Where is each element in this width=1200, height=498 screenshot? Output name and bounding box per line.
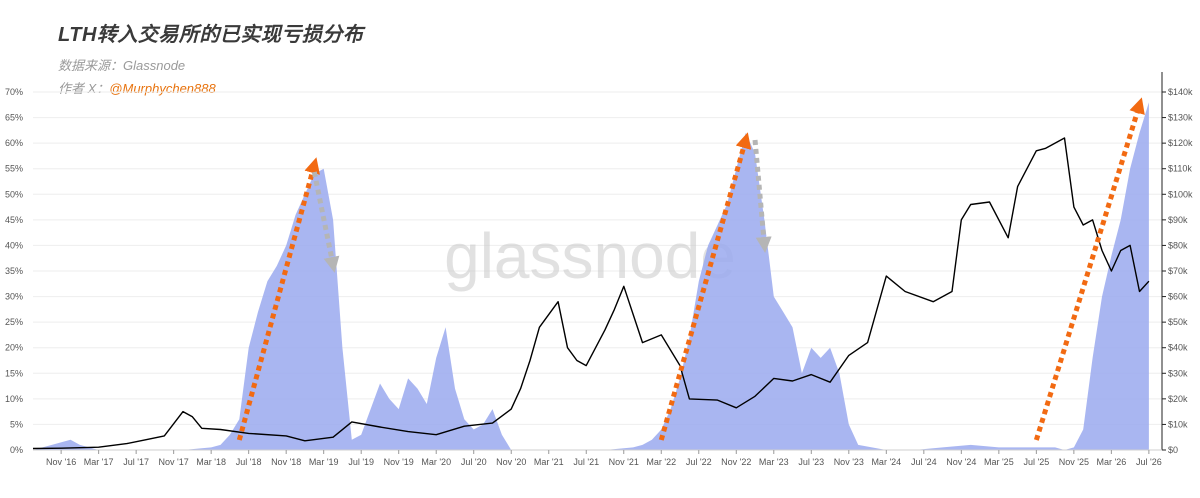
y-left-tick-label: 70%	[5, 87, 23, 97]
area-series	[33, 102, 1149, 450]
y-right-tick-label: $60k	[1168, 292, 1188, 302]
y-left-tick-label: 50%	[5, 189, 23, 199]
x-tick-label: Mar '17	[84, 457, 114, 467]
watermark-text: glassnode	[444, 220, 736, 292]
x-tick-label: Nov '16	[46, 457, 76, 467]
y-left-tick-label: 25%	[5, 317, 23, 327]
price-line-path	[32, 137, 1150, 450]
x-tick-label: Jul '24	[911, 457, 937, 467]
x-tick-label: Mar '21	[534, 457, 564, 467]
y-right-tick-label: $110k	[1168, 164, 1192, 174]
x-tick-label: Nov '19	[384, 457, 414, 467]
y-right-tick-label: $80k	[1168, 240, 1188, 250]
x-tick-label: Nov '21	[609, 457, 639, 467]
up-arrow-annotation	[1033, 97, 1145, 441]
y-left-tick-label: 35%	[5, 266, 23, 276]
y-right-tick-label: $0	[1168, 445, 1178, 455]
y-right-tick-label: $10k	[1168, 419, 1188, 429]
y-left-tick-label: 20%	[5, 343, 23, 353]
y-left-tick-label: 45%	[5, 215, 23, 225]
y-right-tick-label: $50k	[1168, 317, 1188, 327]
x-tick-label: Jul '20	[461, 457, 487, 467]
y-left-tick-label: 65%	[5, 113, 23, 123]
x-tick-label: Jul '21	[573, 457, 599, 467]
x-tick-label: Jul '17	[123, 457, 149, 467]
y-right-tick-label: $140k	[1168, 87, 1193, 97]
price-series	[32, 137, 1150, 450]
y-left-tick-label: 15%	[5, 368, 23, 378]
y-right-tick-label: $20k	[1168, 394, 1188, 404]
x-tick-label: Jul '19	[348, 457, 374, 467]
y-right-tick-label: $70k	[1168, 266, 1188, 276]
x-tick-label: Mar '19	[309, 457, 339, 467]
x-tick-label: Jul '23	[798, 457, 824, 467]
y-left-tick-label: 0%	[10, 445, 23, 455]
loss-area-path	[33, 102, 1149, 450]
grid-lines	[33, 91, 1162, 451]
annotation-arrows	[236, 97, 1145, 441]
y-left-tick-label: 60%	[5, 138, 23, 148]
x-tick-label: Mar '24	[871, 457, 901, 467]
x-tick-label: Mar '26	[1096, 457, 1126, 467]
y-right-tick-label: $100k	[1168, 189, 1193, 199]
y-right-tick-label: $120k	[1168, 138, 1193, 148]
x-tick-label: Nov '18	[271, 457, 301, 467]
x-tick-label: Jul '18	[236, 457, 262, 467]
x-tick-label: Nov '17	[159, 457, 189, 467]
chart-title: LTH转入交易所的已实现亏损分布	[58, 24, 364, 46]
x-tick-label: Nov '20	[496, 457, 526, 467]
x-tick-label: Nov '25	[1059, 457, 1089, 467]
y-left-tick-label: 55%	[5, 164, 23, 174]
x-tick-label: Nov '23	[834, 457, 864, 467]
x-tick-label: Mar '23	[759, 457, 789, 467]
x-tick-label: Mar '25	[984, 457, 1014, 467]
y-left-tick-label: 30%	[5, 292, 23, 302]
y-left-tick-label: 5%	[10, 419, 23, 429]
x-tick-label: Mar '20	[421, 457, 451, 467]
axes: 0% 5% 10% 15% 20% 25% 30% 35% 40% 45% 50% 55% 60% 65%…	[5, 72, 1193, 467]
x-tick-label: Jul '22	[686, 457, 712, 467]
up-arrow-annotation	[658, 132, 752, 441]
y-right-tick-label: $90k	[1168, 215, 1188, 225]
y-left-tick-label: 40%	[5, 240, 23, 250]
y-right-tick-label: $30k	[1168, 368, 1188, 378]
up-arrow-annotation	[236, 157, 320, 441]
y-right-tick-label: $40k	[1168, 343, 1188, 353]
x-tick-label: Mar '18	[196, 457, 226, 467]
down-arrow-annotation	[311, 171, 340, 273]
x-tick-label: Nov '22	[721, 457, 751, 467]
x-tick-label: Nov '24	[946, 457, 976, 467]
y-left-tick-label: 10%	[5, 394, 23, 404]
x-tick-label: Mar '22	[646, 457, 676, 467]
x-tick-label: Jul '25	[1023, 457, 1049, 467]
x-tick-label: Jul '26	[1136, 457, 1162, 467]
y-right-tick-label: $130k	[1168, 113, 1193, 123]
data-source: 数据来源：Glassnode	[58, 58, 186, 73]
